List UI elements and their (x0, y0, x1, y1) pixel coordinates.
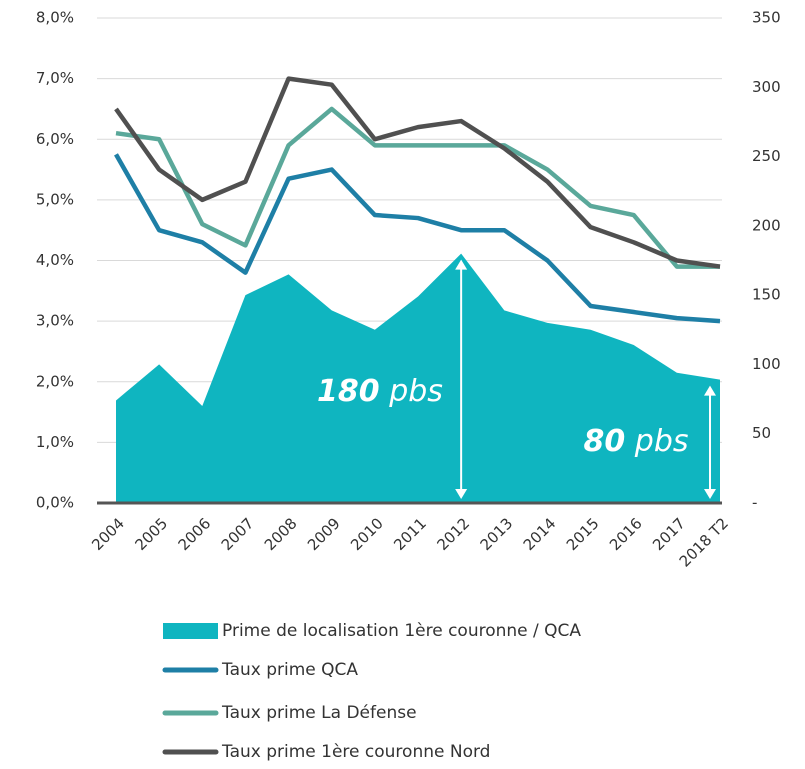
legend-label: Taux prime QCA (221, 660, 358, 680)
x-tick-label: 2006 (175, 514, 215, 554)
y-tick-label: 3,0% (36, 312, 74, 330)
y2-tick-label: 250 (752, 147, 781, 165)
line (115, 106, 720, 269)
legend-label: Prime de localisation 1ère couronne / QC… (222, 621, 581, 641)
annotation: 180 pbs (317, 374, 443, 409)
annotation-number: 80 (583, 424, 625, 459)
y-tick-label: 4,0% (36, 251, 74, 269)
y-tick-label: 7,0% (36, 69, 74, 87)
line (114, 76, 721, 269)
y-tick-label: 2,0% (36, 372, 74, 390)
y2-tick-label: 350 (752, 9, 781, 27)
y-tick-label: 6,0% (36, 130, 74, 148)
y2-tick-label: 200 (752, 216, 781, 234)
y2-tick-label: 300 (752, 78, 781, 96)
x-tick-label: 2009 (304, 514, 344, 554)
y-tick-label: 0,0% (36, 494, 74, 512)
x-tick-label: 2010 (347, 514, 387, 554)
y-tick-label: 8,0% (36, 9, 74, 27)
x-tick-label: 2014 (520, 514, 560, 554)
x-tick-label: 2011 (390, 514, 430, 554)
annotation-unit: pbs (388, 374, 443, 409)
y-tick-label: 5,0% (36, 190, 74, 208)
x-tick-label: 2015 (563, 514, 603, 554)
x-tick-label: 2005 (131, 514, 171, 554)
legend-label: Taux prime La Défense (221, 703, 417, 723)
x-tick-label: 2017 (649, 514, 689, 554)
y2-tick-label: 100 (752, 355, 781, 373)
annotation: 80 pbs (583, 424, 688, 459)
legend-label: Taux prime 1ère couronne Nord (221, 742, 490, 762)
y2-tick-label: 150 (752, 286, 781, 304)
y2-tick-label: 50 (752, 424, 771, 442)
x-tick-label: 2016 (606, 514, 646, 554)
annotation-number: 180 (317, 374, 380, 409)
x-tick-label: 2012 (433, 514, 473, 554)
y-tick-label: 1,0% (36, 433, 74, 451)
legend-swatch (163, 623, 218, 639)
y2-tick-label: - (752, 494, 757, 512)
x-tick-label: 2013 (477, 514, 517, 554)
line (114, 153, 721, 324)
annotation-unit: pbs (634, 424, 689, 459)
area (116, 253, 720, 503)
x-tick-label: 2007 (218, 514, 258, 554)
x-tick-label: 2004 (88, 514, 128, 554)
x-tick-label: 2008 (261, 514, 301, 554)
